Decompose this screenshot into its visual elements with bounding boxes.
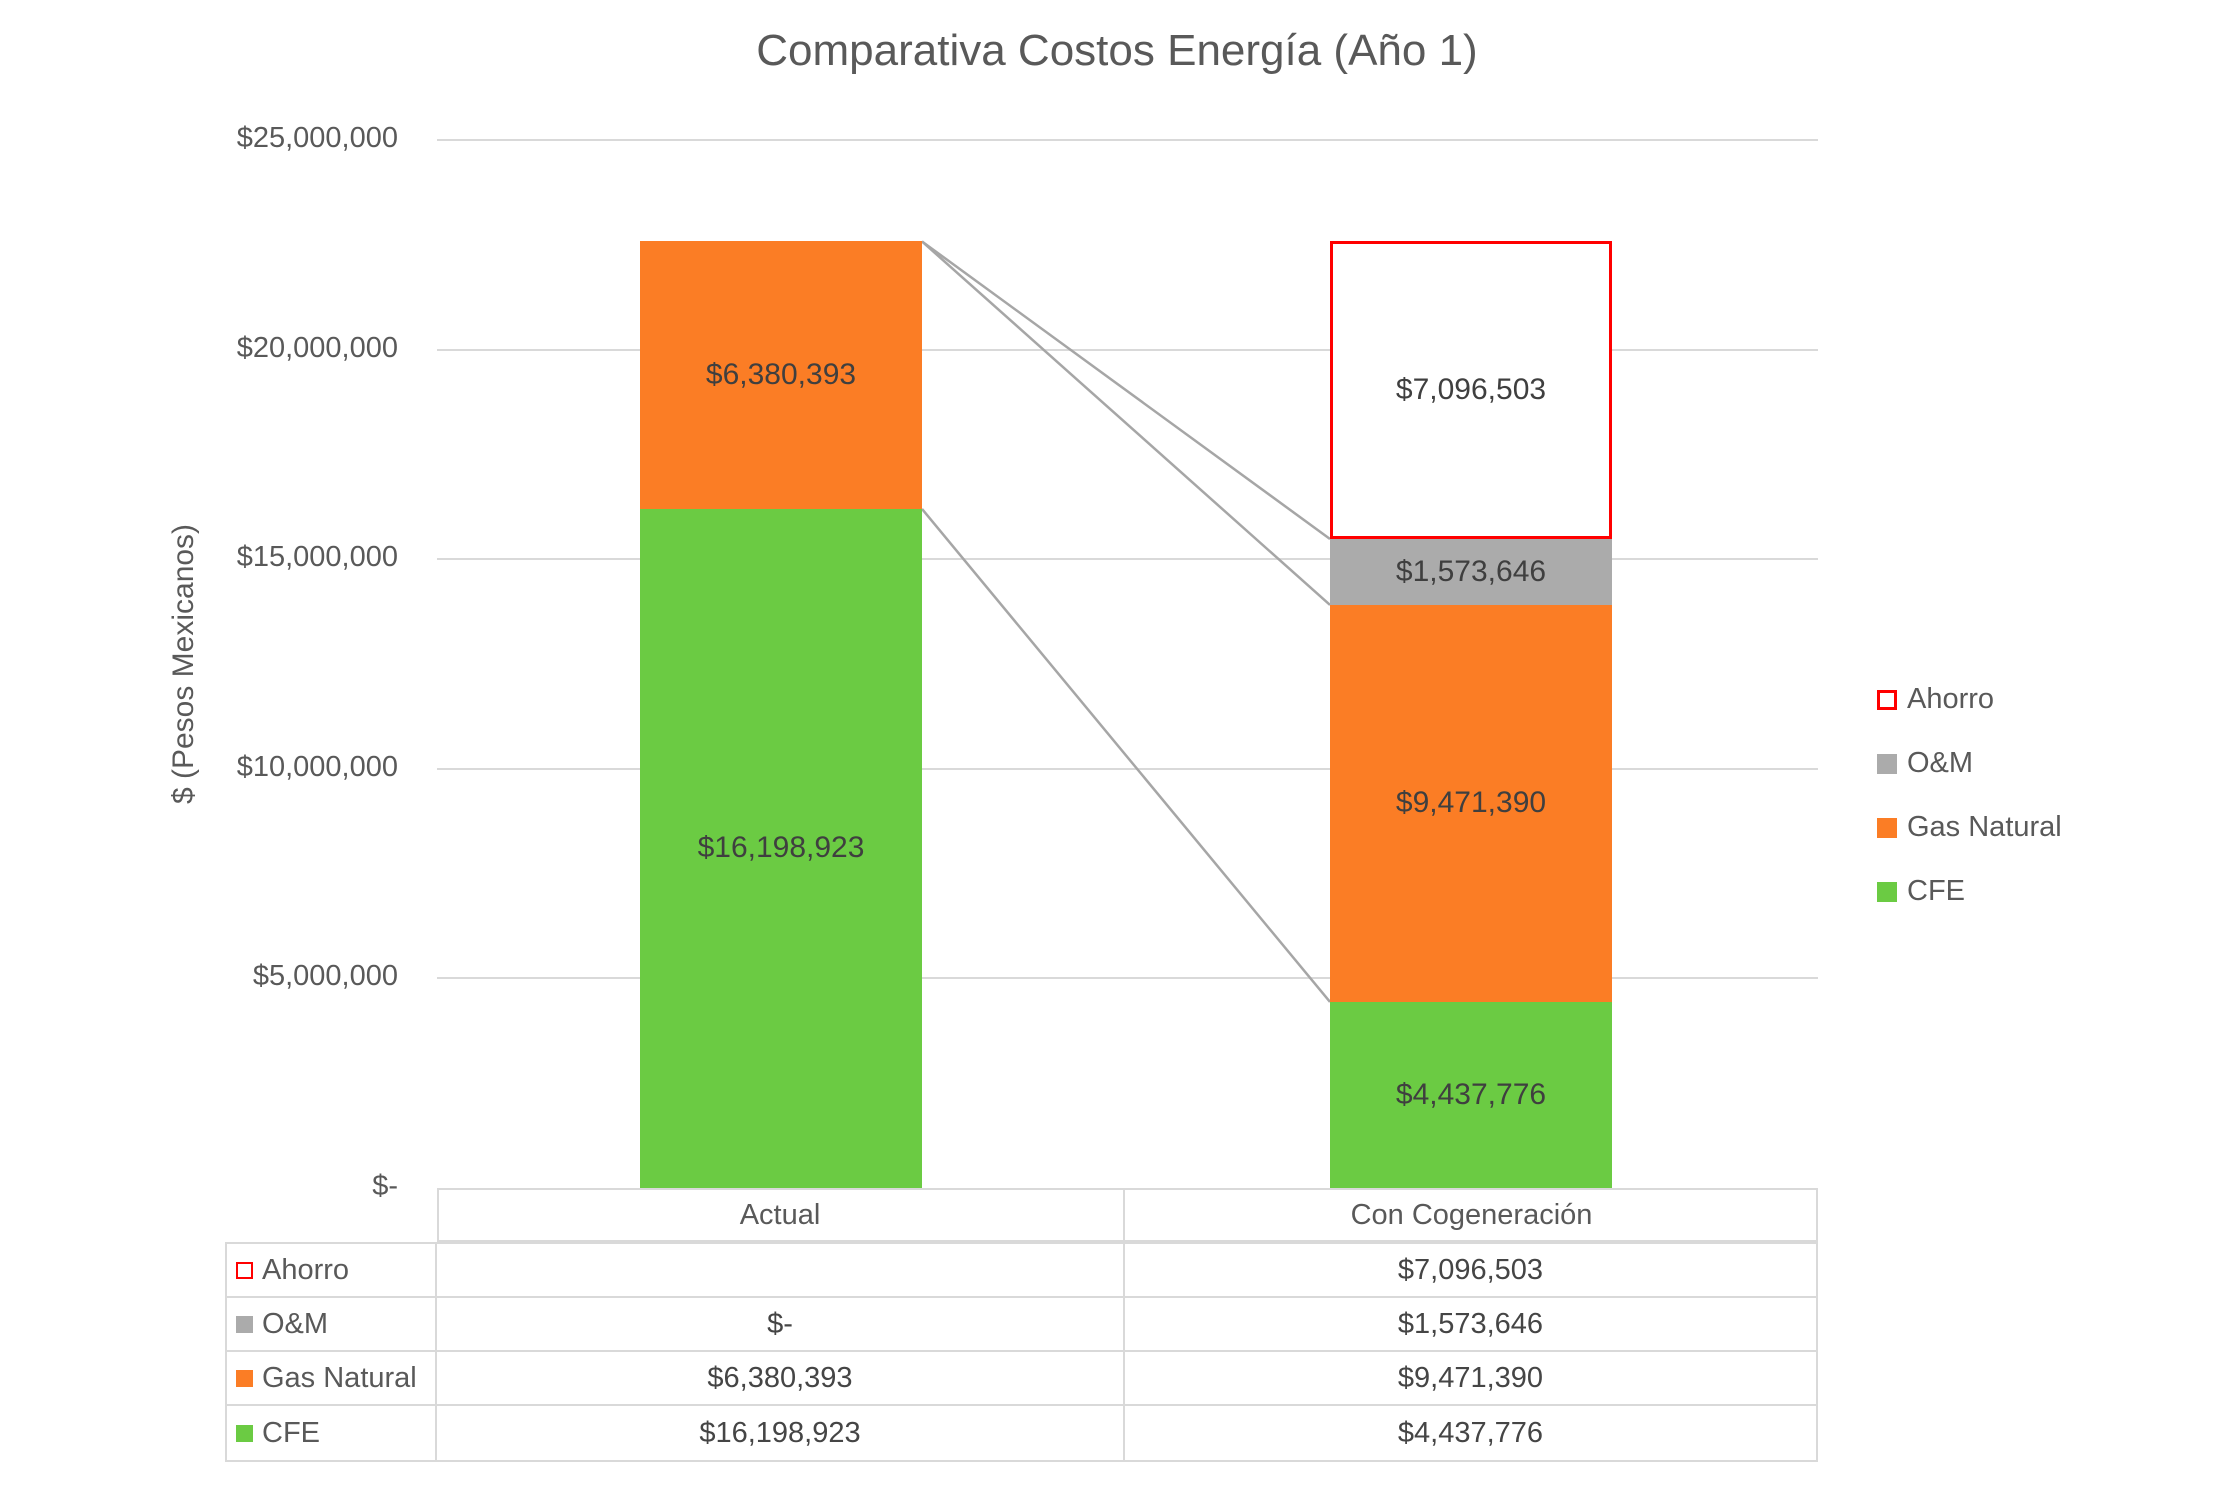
gridline — [437, 977, 1818, 980]
table-value-cell: $1,573,646 — [1125, 1298, 1816, 1352]
y-axis-tick-label: $15,000,000 — [236, 541, 398, 574]
legend-swatch-icon — [1877, 817, 1897, 838]
bar-segment-ahorro[interactable] — [1330, 241, 1612, 539]
table-row-label-o-m: O&M — [227, 1298, 437, 1352]
y-axis-tick-label: $5,000,000 — [252, 960, 398, 993]
table-row-marker-icon — [236, 1369, 253, 1387]
legend-item-o-m[interactable]: O&M — [1877, 747, 1973, 780]
bar-segment-gas-natural[interactable] — [1330, 604, 1612, 1002]
table-row-marker-icon — [236, 1315, 253, 1333]
series-line-gas-natural — [921, 240, 1331, 606]
table-body-frame — [225, 1242, 1818, 1462]
table-row-label-gas-natural: Gas Natural — [227, 1352, 437, 1406]
table-row-label-text: CFE — [262, 1416, 320, 1449]
gridline — [437, 767, 1818, 770]
table-row-label-text: Ahorro — [262, 1253, 350, 1286]
table-value-cell: $7,096,503 — [1125, 1244, 1816, 1298]
bar-segment-gas-natural[interactable] — [640, 241, 922, 509]
table-value-cell: $4,437,776 — [1397, 1416, 1544, 1449]
legend-item-gas-natural[interactable]: Gas Natural — [1877, 811, 2062, 844]
y-axis-tick-label: $20,000,000 — [236, 331, 398, 364]
y-axis-tick-label: $25,000,000 — [236, 122, 398, 154]
y-axis-tick-label: $10,000,000 — [236, 750, 398, 783]
legend-swatch-icon — [1877, 753, 1897, 774]
table-value-cell: $- — [437, 1298, 1125, 1352]
data-label: $16,198,923 — [697, 831, 865, 865]
bar-segment-cfe[interactable] — [640, 508, 922, 1188]
series-line-o-m — [921, 240, 1331, 540]
legend-swatch-icon — [1877, 881, 1897, 902]
gridline — [437, 558, 1818, 561]
series-line-cfe — [921, 508, 1331, 1003]
table-row-marker-icon — [236, 1424, 253, 1442]
table-header-frame — [437, 1188, 1818, 1242]
table-row-marker-icon — [236, 1261, 253, 1279]
data-label: $9,471,390 — [1395, 786, 1547, 820]
table-row-label-ahorro: Ahorro — [227, 1244, 437, 1298]
data-label: $7,096,503 — [1395, 373, 1547, 407]
data-label: $4,437,776 — [1395, 1077, 1547, 1111]
legend-swatch-icon — [1877, 689, 1897, 710]
legend-label: CFE — [1907, 875, 1965, 907]
gridline — [437, 139, 1818, 141]
legend-item-cfe[interactable]: CFE — [1877, 875, 1965, 908]
table-value-cell: $6,380,393 — [437, 1352, 1125, 1406]
table-header-cell[interactable]: Con Cogeneración — [1350, 1198, 1593, 1231]
bar-segment-cfe[interactable] — [1330, 1001, 1612, 1188]
data-label: $1,573,646 — [1395, 554, 1547, 588]
legend-label: O&M — [1907, 747, 1974, 779]
chart-title: Comparativa Costos Energía (Año 1) — [756, 26, 1478, 75]
table-row-label-text: Gas Natural — [262, 1361, 417, 1394]
bar-segment-o-m[interactable] — [1330, 538, 1612, 605]
legend-item-ahorro[interactable]: Ahorro — [1877, 683, 1994, 716]
data-label: $6,380,393 — [705, 358, 857, 392]
table-row-label-text: O&M — [262, 1307, 329, 1340]
table-header-cell[interactable]: Actual — [437, 1188, 1125, 1242]
gridline — [437, 348, 1818, 351]
table-value-cell — [437, 1244, 1125, 1298]
legend-label: Ahorro — [1907, 683, 1995, 715]
legend-label: Gas Natural — [1907, 811, 2062, 843]
table-row-label-cfe: CFE — [227, 1406, 437, 1460]
table-value-cell: $9,471,390 — [1125, 1352, 1816, 1406]
table-value-cell: $16,198,923 — [437, 1406, 1125, 1460]
y-axis-tick-label: $- — [372, 1170, 398, 1202]
